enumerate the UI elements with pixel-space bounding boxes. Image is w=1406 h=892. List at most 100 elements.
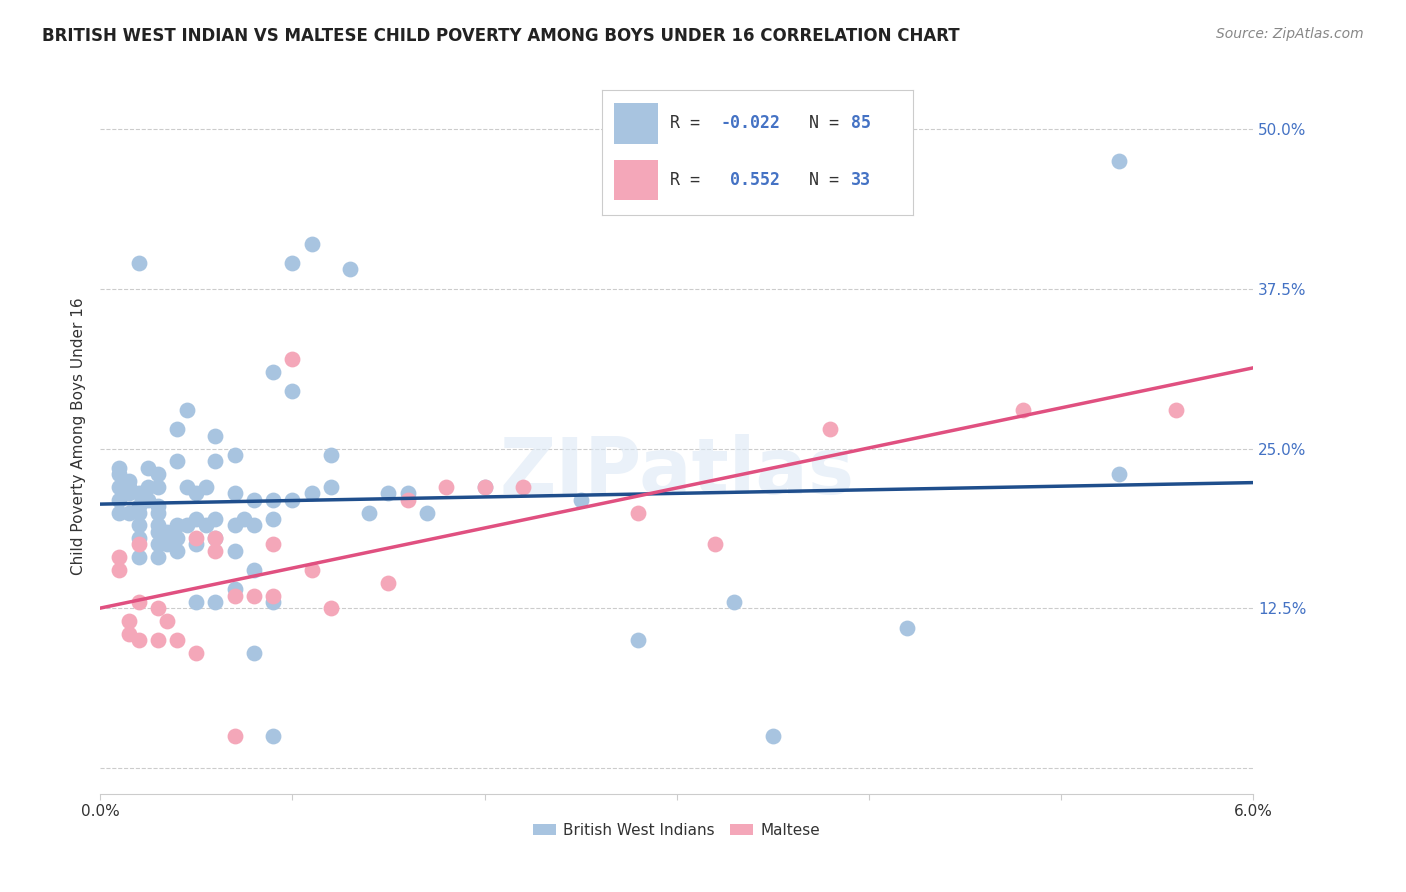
Point — [569, 492, 592, 507]
Point — [166, 454, 188, 468]
Point — [243, 646, 266, 660]
Point — [262, 537, 284, 551]
Point — [108, 563, 131, 577]
Point — [176, 403, 198, 417]
Point — [896, 621, 918, 635]
Point — [281, 492, 304, 507]
Point — [128, 633, 150, 648]
Point — [377, 486, 399, 500]
Point — [156, 524, 179, 539]
Point — [146, 550, 169, 565]
Point — [194, 518, 217, 533]
Point — [118, 506, 141, 520]
Point — [243, 589, 266, 603]
Point — [108, 506, 131, 520]
Point — [627, 506, 650, 520]
Point — [128, 486, 150, 500]
Point — [243, 492, 266, 507]
Point — [512, 480, 534, 494]
Point — [762, 730, 785, 744]
Point — [281, 256, 304, 270]
Point — [820, 422, 842, 436]
Point — [723, 595, 745, 609]
Point — [176, 480, 198, 494]
Point — [186, 531, 208, 545]
Point — [166, 422, 188, 436]
Point — [146, 480, 169, 494]
Point — [627, 633, 650, 648]
Point — [396, 486, 419, 500]
Point — [224, 589, 246, 603]
Point — [108, 467, 131, 482]
Point — [108, 480, 131, 494]
Point — [108, 492, 131, 507]
Point — [118, 614, 141, 628]
Point — [128, 499, 150, 513]
Point — [704, 537, 727, 551]
Point — [224, 518, 246, 533]
Point — [146, 467, 169, 482]
Point — [224, 582, 246, 597]
Point — [108, 550, 131, 565]
Point — [128, 518, 150, 533]
Point — [262, 730, 284, 744]
Point — [186, 486, 208, 500]
Point — [108, 460, 131, 475]
Point — [1166, 403, 1188, 417]
Point — [186, 595, 208, 609]
Point — [233, 512, 256, 526]
Point — [156, 614, 179, 628]
Point — [128, 256, 150, 270]
Point — [166, 633, 188, 648]
Point — [396, 492, 419, 507]
Point — [156, 537, 179, 551]
Point — [204, 595, 226, 609]
Point — [339, 262, 361, 277]
Point — [319, 601, 342, 615]
Point — [166, 544, 188, 558]
Point — [224, 544, 246, 558]
Text: Source: ZipAtlas.com: Source: ZipAtlas.com — [1216, 27, 1364, 41]
Point — [434, 480, 457, 494]
Point — [128, 531, 150, 545]
Point — [319, 480, 342, 494]
Point — [262, 492, 284, 507]
Point — [262, 589, 284, 603]
Point — [301, 563, 323, 577]
Point — [176, 518, 198, 533]
Point — [1011, 403, 1033, 417]
Point — [118, 486, 141, 500]
Legend: British West Indians, Maltese: British West Indians, Maltese — [527, 816, 827, 844]
Point — [128, 506, 150, 520]
Point — [377, 575, 399, 590]
Point — [224, 448, 246, 462]
Point — [1108, 153, 1130, 168]
Point — [136, 460, 159, 475]
Point — [118, 480, 141, 494]
Point — [118, 474, 141, 488]
Point — [262, 512, 284, 526]
Point — [204, 512, 226, 526]
Point — [262, 365, 284, 379]
Point — [166, 531, 188, 545]
Point — [224, 730, 246, 744]
Point — [262, 595, 284, 609]
Text: BRITISH WEST INDIAN VS MALTESE CHILD POVERTY AMONG BOYS UNDER 16 CORRELATION CHA: BRITISH WEST INDIAN VS MALTESE CHILD POV… — [42, 27, 960, 45]
Point — [186, 646, 208, 660]
Point — [186, 512, 208, 526]
Point — [301, 236, 323, 251]
Point — [301, 486, 323, 500]
Point — [204, 531, 226, 545]
Point — [474, 480, 496, 494]
Point — [194, 480, 217, 494]
Point — [204, 544, 226, 558]
Point — [136, 492, 159, 507]
Point — [281, 384, 304, 398]
Point — [243, 518, 266, 533]
Point — [281, 351, 304, 366]
Point — [146, 499, 169, 513]
Point — [1108, 467, 1130, 482]
Point — [166, 518, 188, 533]
Point — [146, 633, 169, 648]
Point — [136, 480, 159, 494]
